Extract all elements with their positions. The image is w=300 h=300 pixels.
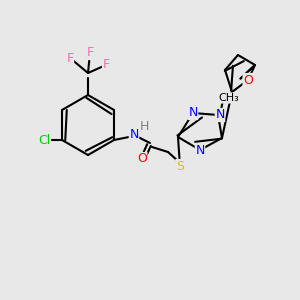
Text: F: F	[86, 46, 94, 59]
Text: N: N	[215, 109, 225, 122]
Text: O: O	[137, 152, 147, 166]
Text: F: F	[66, 52, 74, 64]
Text: O: O	[243, 74, 253, 86]
Text: F: F	[102, 58, 110, 71]
Text: CH₃: CH₃	[219, 93, 239, 103]
Text: H: H	[139, 121, 149, 134]
Text: N: N	[195, 143, 205, 157]
Text: Cl: Cl	[38, 134, 50, 146]
Text: N: N	[188, 106, 198, 119]
Text: S: S	[176, 160, 184, 172]
Text: N: N	[129, 128, 139, 142]
